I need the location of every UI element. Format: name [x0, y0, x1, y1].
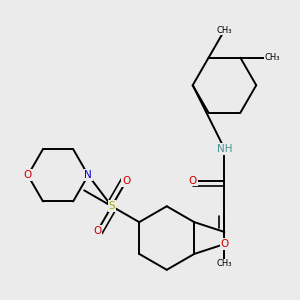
Text: CH₃: CH₃ — [217, 259, 232, 268]
Text: O: O — [189, 176, 197, 186]
Text: S: S — [108, 201, 115, 211]
Text: CH₃: CH₃ — [217, 26, 232, 35]
Text: O: O — [24, 170, 32, 180]
Text: O: O — [122, 176, 130, 187]
Text: O: O — [220, 239, 229, 249]
Text: O: O — [93, 226, 101, 236]
Text: NH: NH — [217, 144, 232, 154]
Text: CH₃: CH₃ — [264, 53, 280, 62]
Text: N: N — [84, 170, 92, 180]
